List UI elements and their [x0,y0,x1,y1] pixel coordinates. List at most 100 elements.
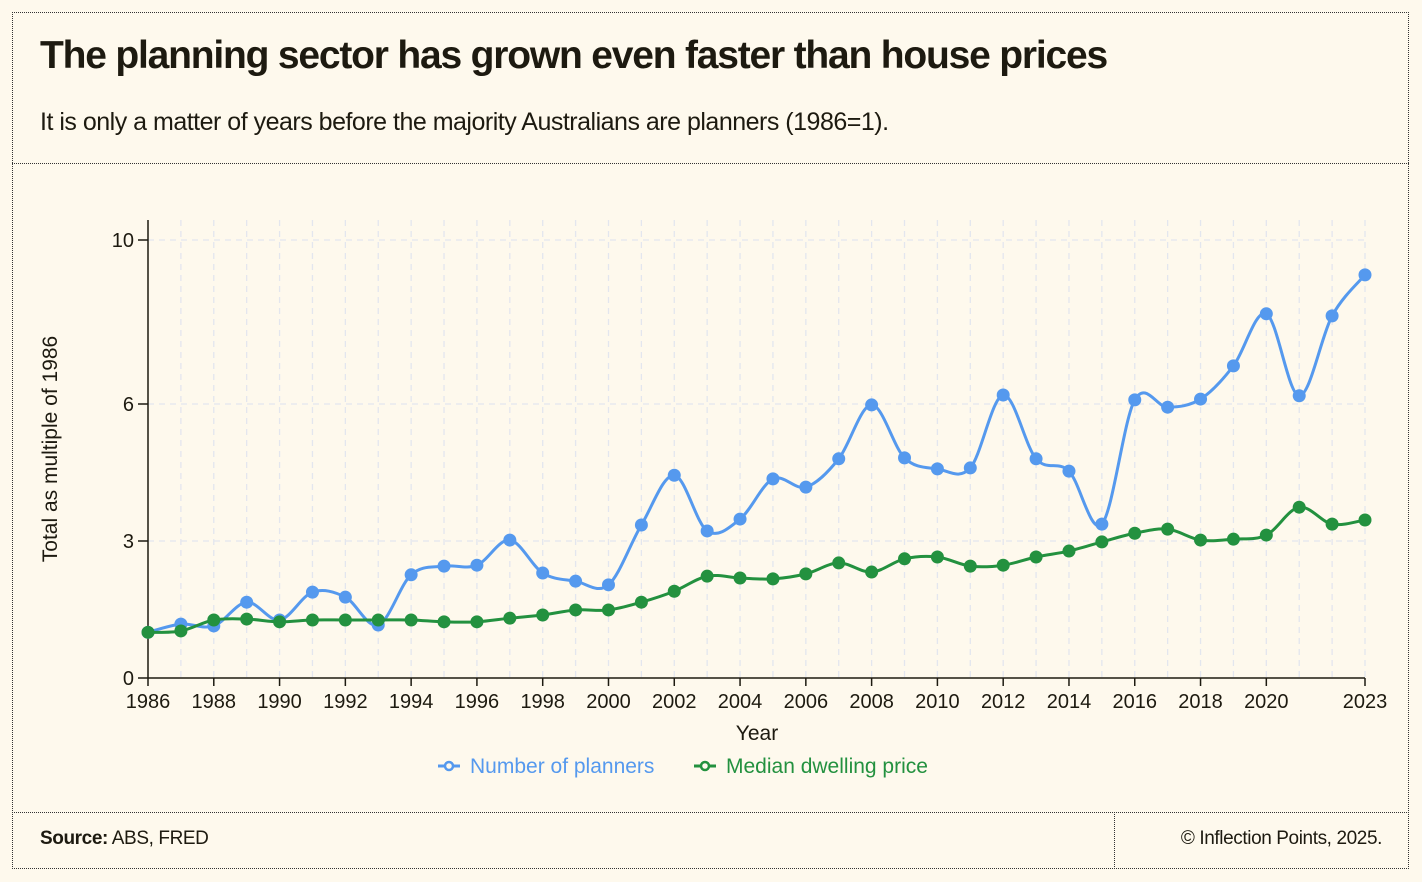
data-point [1161,522,1175,536]
data-point [305,613,319,627]
x-tick-label: 2010 [915,691,960,713]
page-title: The planning sector has grown even faste… [40,34,1108,77]
data-point [305,585,319,599]
data-point [1029,550,1043,564]
data-point [865,565,879,579]
data-point [865,398,879,412]
source-label: Source: [40,828,108,849]
x-tick-label: 2012 [981,691,1026,713]
data-point [470,558,484,572]
data-point [700,569,714,583]
data-point [1095,535,1109,549]
y-axis-label: Total as multiple of 1986 [39,336,62,562]
source-text: ABS, FRED [107,828,209,849]
data-point [601,578,615,592]
y-tick-label: 3 [123,531,134,553]
data-point [667,584,681,598]
data-point [273,615,287,629]
data-point [1194,392,1208,406]
legend-marker-icon [443,760,455,772]
data-point [1325,517,1339,531]
data-point [733,571,747,585]
x-tick-label: 2020 [1244,691,1289,713]
copyright: © Inflection Points, 2025. [1180,828,1383,849]
legend-label: Median dwelling price [726,755,928,778]
data-point [1226,359,1240,373]
data-point [338,613,352,627]
x-tick-label: 1994 [389,691,434,713]
data-point [404,613,418,627]
data-point [437,615,451,629]
data-point [1259,307,1273,321]
data-point [1161,400,1175,414]
data-point [371,613,385,627]
footer-vertical-divider [1114,812,1115,869]
x-tick-label: 2016 [1113,691,1158,713]
data-point [832,556,846,570]
data-point [634,595,648,609]
data-point [930,462,944,476]
x-tick-label: 2000 [586,691,631,713]
legend-marker-icon [699,760,711,772]
data-point [240,595,254,609]
data-point [1226,532,1240,546]
x-tick-label: 1990 [257,691,302,713]
data-point [634,518,648,532]
data-point [503,533,517,547]
data-point [404,568,418,582]
data-point [898,451,912,465]
x-tick-label: 1996 [455,691,500,713]
data-point [601,603,615,617]
data-point [240,612,254,626]
data-point [832,452,846,466]
data-point [766,572,780,586]
x-tick-label: 1988 [192,691,237,713]
source-note: Source: ABS, FRED [40,828,209,850]
data-point [996,558,1010,572]
x-axis-label: Year [736,722,778,745]
footer-divider [12,812,1409,813]
x-tick-label: 2002 [652,691,697,713]
data-point [1358,513,1372,527]
legend-label: Number of planners [470,755,654,778]
data-point [1325,309,1339,323]
data-point [1259,528,1273,542]
x-tick-label: 2014 [1047,691,1092,713]
data-point [174,624,188,638]
y-tick-label: 6 [123,394,134,416]
data-point [207,613,221,627]
data-point [141,625,155,639]
data-point [1128,526,1142,540]
series-line-dwelling-price [147,505,1366,634]
data-point [667,468,681,482]
data-point [1062,544,1076,558]
data-point [1358,268,1372,282]
data-point [1292,389,1306,403]
data-point [996,388,1010,402]
x-tick-label: 1998 [520,691,565,713]
x-tick-label: 1992 [323,691,368,713]
data-point [569,574,583,588]
data-point [1095,517,1109,531]
data-point [963,559,977,573]
data-point [1062,464,1076,478]
x-tick-label: 2023 [1343,691,1388,713]
data-point [536,608,550,622]
data-point [898,552,912,566]
data-point [536,566,550,580]
data-point [1029,452,1043,466]
chart-frame [12,12,1409,869]
data-point [470,615,484,629]
y-tick-label: 0 [123,668,134,690]
data-point [569,603,583,617]
data-point [700,524,714,538]
data-point [1292,500,1306,514]
x-tick-label: 2008 [849,691,894,713]
data-point [503,611,517,625]
data-point [338,590,352,604]
x-tick-label: 2004 [718,691,763,713]
x-tick-label: 2006 [784,691,829,713]
data-point [799,567,813,581]
data-point [733,512,747,526]
